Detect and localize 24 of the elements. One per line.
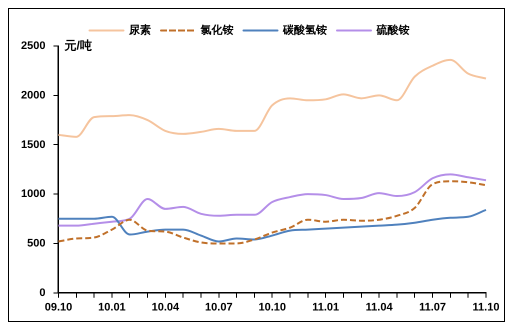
x-tick-label: 11.01 (312, 301, 340, 314)
line-series (57, 173, 487, 227)
y-tick-label: 1500 (20, 138, 46, 151)
legend-label: 尿素 (128, 24, 151, 37)
legend-label: 碳酸氢铵 (282, 24, 327, 37)
line-series (57, 58, 487, 138)
legend-label: 硫酸铵 (376, 24, 410, 37)
x-tick-label: 10.01 (98, 301, 126, 314)
x-tick-label: 10.07 (205, 301, 233, 314)
y-axis-title: 元/吨 (63, 38, 92, 52)
line-series (57, 180, 487, 244)
x-tick-label: 10.10 (258, 301, 286, 314)
y-tick-label: 500 (27, 237, 46, 250)
y-tick-label: 2500 (20, 40, 46, 52)
line-series (57, 208, 487, 242)
x-tick-label: 10.04 (152, 301, 180, 314)
legend-label: 氯化铵 (200, 24, 234, 37)
x-tick-label: 11.04 (366, 301, 394, 314)
x-tick-label: 11.10 (472, 301, 500, 314)
y-tick-label: 0 (39, 286, 46, 299)
y-tick-label: 1000 (20, 188, 46, 200)
y-tick-label: 2000 (20, 89, 46, 102)
x-tick-label: 11.07 (419, 301, 446, 314)
x-tick-label: 09.10 (44, 301, 72, 314)
